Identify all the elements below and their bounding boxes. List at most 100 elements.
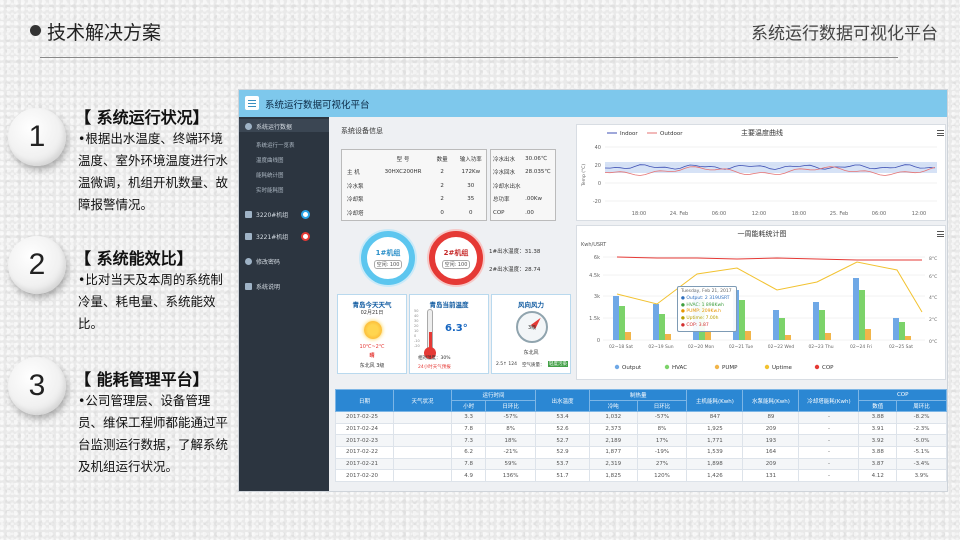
col-runtime[interactable]: 运行时间	[451, 389, 536, 401]
cop-series-line	[616, 256, 922, 261]
table-cell: 51.7	[534, 469, 590, 483]
slide-subtitle: 系统运行数据可视化平台	[751, 24, 938, 44]
weather-today-card: 青岛今天天气 02月21日 10℃~2℃ 晴 东北风 3级	[337, 294, 407, 374]
y-axis-label: Temp (°C)	[581, 164, 587, 188]
table-cell: 193	[742, 434, 800, 448]
col-runtime-dod[interactable]: 日环比	[485, 400, 536, 412]
unit-status-blue-icon	[301, 210, 310, 219]
col-cop[interactable]: COP	[858, 389, 947, 401]
sidebar-item-unit-3221[interactable]: 3221#机组	[245, 232, 288, 241]
table-row[interactable]: 2017-02-21 7.8 59% 53.7 2,319 27% 1,898 209-3.8…	[335, 457, 947, 471]
sidebar-sub-temp-curve[interactable]: 温度曲线图	[256, 158, 284, 164]
col-cooling[interactable]: 制热量	[588, 389, 688, 401]
menu-icon[interactable]	[245, 96, 259, 110]
sidebar-item-about[interactable]: 系统说明	[245, 282, 280, 291]
daily-data-table: 日期 天气状况 运行时间 出水温度 制热量 主机能耗(Kwh) 水泵能耗(Kwh…	[335, 389, 947, 483]
table-cell: 1,771	[686, 434, 744, 448]
table-cell: 52.7	[534, 434, 590, 448]
x-tick-label: 02~18 Sat	[609, 344, 633, 350]
unit-status-red-icon	[301, 232, 310, 241]
stat-value	[524, 179, 554, 193]
sidebar-sub-energy-stats[interactable]: 能耗统计图	[256, 173, 284, 179]
table-row: COP .00	[492, 206, 554, 220]
col-water-temp[interactable]: 出水温度	[534, 389, 590, 412]
energy-chart: 一周能耗统计图 Kwh/USRT 6k 4.5k 3k 1.5k 0 8°C 6°C 4°C 2°C…	[581, 229, 937, 371]
bar-hvac	[779, 318, 785, 340]
table-row[interactable]: 2017-02-25 3.3 -57% 53.4 1,032 -57% 847 89-3.88…	[335, 411, 947, 424]
table-row[interactable]: 2017-02-20 4.9 136% 51.7 1,825 120% 1,426 131-4…	[335, 469, 947, 483]
col-runtime-hours[interactable]: 小时	[450, 400, 487, 412]
x-tick-label: 25. Feb	[830, 211, 848, 217]
table-cell: 3.91	[858, 422, 898, 436]
col-tower-energy[interactable]: 冷却塔能耗(Kwh)	[798, 389, 860, 412]
table-cell: -5.0%	[896, 434, 947, 448]
point-heading-1: 【 系统运行状况】	[75, 108, 209, 127]
tooltip-title: Tuesday, Feb 21, 2017	[681, 289, 732, 294]
point-number-2: 2	[8, 236, 66, 294]
col-host-energy[interactable]: 主机能耗(Kwh)	[686, 389, 744, 412]
bar-output	[813, 302, 819, 340]
spec-cell: 冷水泵	[347, 183, 364, 190]
table-cell: 8%	[636, 422, 688, 436]
y-right-tick-label: 8°C	[929, 256, 937, 262]
sidebar-item-system-data[interactable]: 系统运行数据	[245, 122, 292, 131]
y-tick-label: 20	[595, 163, 601, 169]
chart-menu-icon[interactable]	[937, 231, 944, 237]
col-cop-wow[interactable]: 周环比	[896, 400, 947, 412]
sidebar-sub-overview[interactable]: 系统运行一览表	[256, 143, 295, 149]
sidebar-item-unit-3220[interactable]: 3220#机组	[245, 210, 288, 219]
table-cell: -	[798, 411, 860, 424]
table-row[interactable]: 2017-02-22 6.2 -21% 52.9 1,877 -19% 1,539 164-3…	[335, 446, 947, 459]
col-pump-energy[interactable]: 水泵能耗(Kwh)	[742, 389, 800, 412]
spec-cell	[374, 206, 431, 220]
weather-desc: 晴	[369, 353, 375, 359]
col-date[interactable]: 日期	[335, 389, 394, 412]
bar-pump	[785, 335, 791, 340]
sidebar-sub-realtime-energy[interactable]: 实时能耗图	[256, 188, 284, 194]
table-row[interactable]: 2017-02-23 7.3 18% 52.7 2,189 17% 1,771 193-3.9…	[335, 434, 947, 448]
table-row: 冷水回水 28.035℃	[492, 166, 554, 180]
point-body-1: •根据出水温度、终端环境温度、室外环境温度进行水温微调，机组开机数量、故障报警情…	[78, 131, 229, 212]
chart-menu-icon[interactable]	[937, 130, 944, 136]
unit-2-label: 2#机组	[443, 248, 469, 257]
stat-label: COP	[493, 209, 505, 216]
unit-2-gauge[interactable]: 2#机组 空闲: 100	[429, 231, 483, 285]
thermo-scale: 0	[414, 334, 417, 338]
spec-cell	[374, 193, 431, 207]
sidebar-item-password[interactable]: 修改密码	[245, 257, 280, 266]
y-tick-label: 4.5k	[589, 273, 600, 279]
monitor-icon	[245, 211, 252, 218]
header-divider	[40, 57, 898, 58]
table-cell	[393, 469, 452, 483]
monitor-icon	[245, 233, 252, 240]
legend-outdoor: Outdoor	[660, 131, 683, 137]
sidebar-item-label: 系统运行数据	[256, 124, 293, 131]
bar-hvac	[619, 306, 625, 340]
table-row[interactable]: 2017-02-24 7.8 8% 52.6 2,373 8% 1,925 209-3.91-…	[335, 422, 947, 436]
col-cooling-dod[interactable]: 日环比	[636, 400, 688, 412]
thermo-scale: 50	[414, 309, 419, 313]
table-cell	[393, 446, 452, 459]
point-number-3: 3	[8, 357, 66, 415]
spec-cell: 冷却塔	[347, 210, 364, 217]
table-cell: 2017-02-23	[335, 434, 394, 448]
table-cell: 164	[742, 446, 800, 459]
uptime-series-line	[616, 261, 923, 313]
col-weather[interactable]: 天气状况	[393, 389, 452, 412]
user-icon	[245, 258, 252, 265]
sidebar-item-label: 3220#机组	[256, 212, 289, 219]
bar-pump	[745, 331, 751, 340]
unit-1-gauge[interactable]: 1#机组 空闲: 100	[361, 231, 415, 285]
spec-cell: 2	[440, 169, 444, 176]
col-cooling-tons[interactable]: 冷吨	[588, 400, 638, 412]
spec-header-model: 型 号	[396, 156, 410, 163]
spec-cell: 2	[440, 182, 444, 189]
table-cell: 1,825	[588, 469, 638, 483]
forecast-link[interactable]: 24小时天气预报	[418, 365, 451, 370]
spec-cell: 冷却泵	[347, 197, 364, 204]
table-cell: 59%	[485, 457, 536, 471]
table-cell: 847	[686, 411, 744, 424]
col-cop-value[interactable]: 数值	[858, 400, 898, 412]
table-cell: 4.9	[450, 469, 487, 483]
bar-hvac	[899, 322, 905, 340]
